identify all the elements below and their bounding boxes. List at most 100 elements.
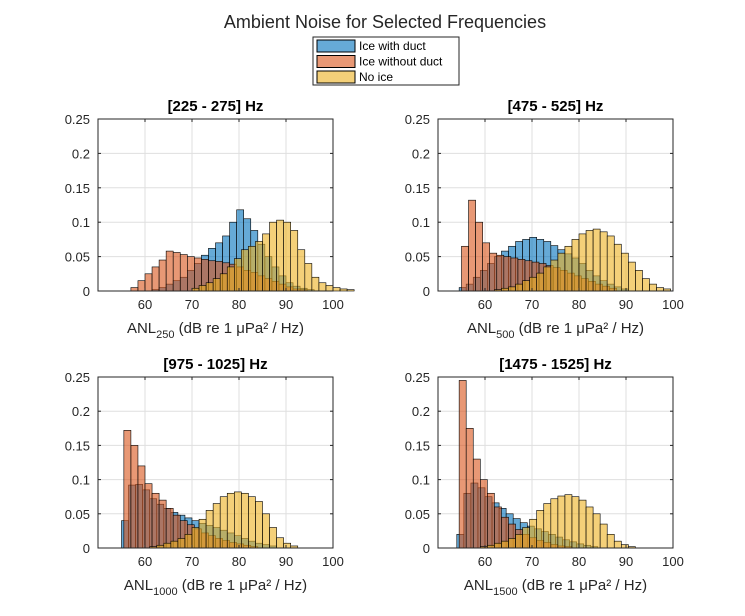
x-tick-label: 70 [525,554,539,569]
histogram-bar [290,230,299,292]
histogram-bar [205,510,214,549]
x-axis-label: ANL250 (dB re 1 μPa² / Hz) [127,320,304,341]
histogram-bar [191,527,200,549]
histogram-bar [496,254,505,292]
y-tick-label: 0.15 [405,181,430,196]
histogram-bar [649,283,657,292]
histogram-bar [628,261,636,292]
legend-swatch [316,55,356,68]
histogram-bar [475,221,483,292]
histogram-bar [557,495,566,549]
histogram-bar [578,499,587,549]
axes-frame [97,376,334,549]
histogram-bar [489,252,498,292]
histogram-bar [472,458,481,549]
histogram-bar [571,496,580,549]
histogram-bar [571,239,580,292]
histogram-bar [642,278,650,292]
x-tick-label: 60 [478,554,492,569]
y-tick-label: 0.1 [72,215,90,230]
histogram-bar [226,266,235,292]
x-tick-label: 80 [572,297,586,312]
histogram-bar [276,219,284,292]
histogram-bar [151,266,160,292]
y-tick-label: 0.15 [405,438,430,453]
axes-4: 60 70 80 90 100 0 0.05 0.1 0.15 0.2 0.25 [1475 - 15… [405,356,684,598]
histogram-bar [508,538,516,549]
histogram-bar [606,534,615,549]
histogram-bar [304,263,313,292]
x-axis-label: ANL1500 (dB re 1 μPa² / Hz) [464,577,647,598]
x-tick-label: 100 [662,297,684,312]
legend-swatch [316,39,356,53]
histogram-bar [144,273,153,292]
histogram-bar [585,230,594,292]
histogram-bar [212,503,221,549]
legend-entry: Ice without duct [316,55,443,69]
x-tick-label: 90 [279,297,293,312]
y-tick-label: 0.1 [72,473,90,488]
histogram-bar [179,254,188,292]
histogram-bar [219,496,228,549]
histogram-bar [522,280,530,292]
histogram-bar [255,241,263,292]
histogram-bar [332,287,341,292]
histogram-bar [248,245,256,292]
axes-title: [475 - 525] Hz [508,98,604,115]
x-tick-label: 60 [478,297,492,312]
histogram-bar [564,245,573,292]
y-tick-label: 0 [423,541,430,556]
x-tick-label: 70 [185,297,199,312]
histogram-bar [172,252,181,292]
histogram-bar [592,513,601,549]
histogram-bar [262,513,270,549]
histogram-bar [620,252,629,292]
y-tick-label: 0.25 [405,370,430,385]
y-tick-label: 0.05 [65,507,90,522]
histogram-bar [137,465,146,549]
series-no-ice [149,491,299,549]
histogram-bar [536,272,545,292]
histogram-bar [177,538,186,549]
y-tick-label: 0.05 [405,507,430,522]
histogram-bar [508,286,516,292]
histogram-bar [130,445,139,549]
axes-frame [437,118,674,292]
histogram-bar [458,380,467,549]
histogram-bar [606,235,615,292]
histogram-bar [212,278,221,292]
histogram-bar [198,518,207,549]
x-tick-label: 100 [662,554,684,569]
histogram-bar [187,256,195,292]
histogram-bar [346,289,355,292]
x-tick-label: 80 [572,554,586,569]
histogram-bar [158,259,167,292]
legend-label: No ice [359,70,393,84]
histogram-bar [482,242,490,292]
series-no-ice [494,228,671,292]
histogram-bar [311,276,320,292]
histogram-bar [269,221,277,292]
histogram-bar [184,534,193,549]
histogram-bar [241,492,249,549]
x-tick-label: 70 [185,554,199,569]
histogram-bar [241,249,249,292]
histogram-bar [592,228,601,292]
histogram-bar [515,283,523,292]
histogram-bar [557,252,566,292]
histogram-bar [578,233,587,292]
y-tick-label: 0 [83,541,90,556]
y-tick-label: 0 [423,284,430,299]
histogram-bar [613,243,622,292]
y-tick-label: 0.1 [412,473,430,488]
histogram-bar [564,494,573,549]
histogram-bar [283,542,291,549]
histogram-bar [479,479,488,549]
histogram-bar [198,285,207,292]
histogram-bar [550,259,559,292]
histogram-bar [130,287,139,292]
x-tick-label: 60 [138,297,152,312]
x-axis-label: ANL1000 (dB re 1 μPa² / Hz) [124,577,307,598]
histogram-bar [151,492,160,549]
